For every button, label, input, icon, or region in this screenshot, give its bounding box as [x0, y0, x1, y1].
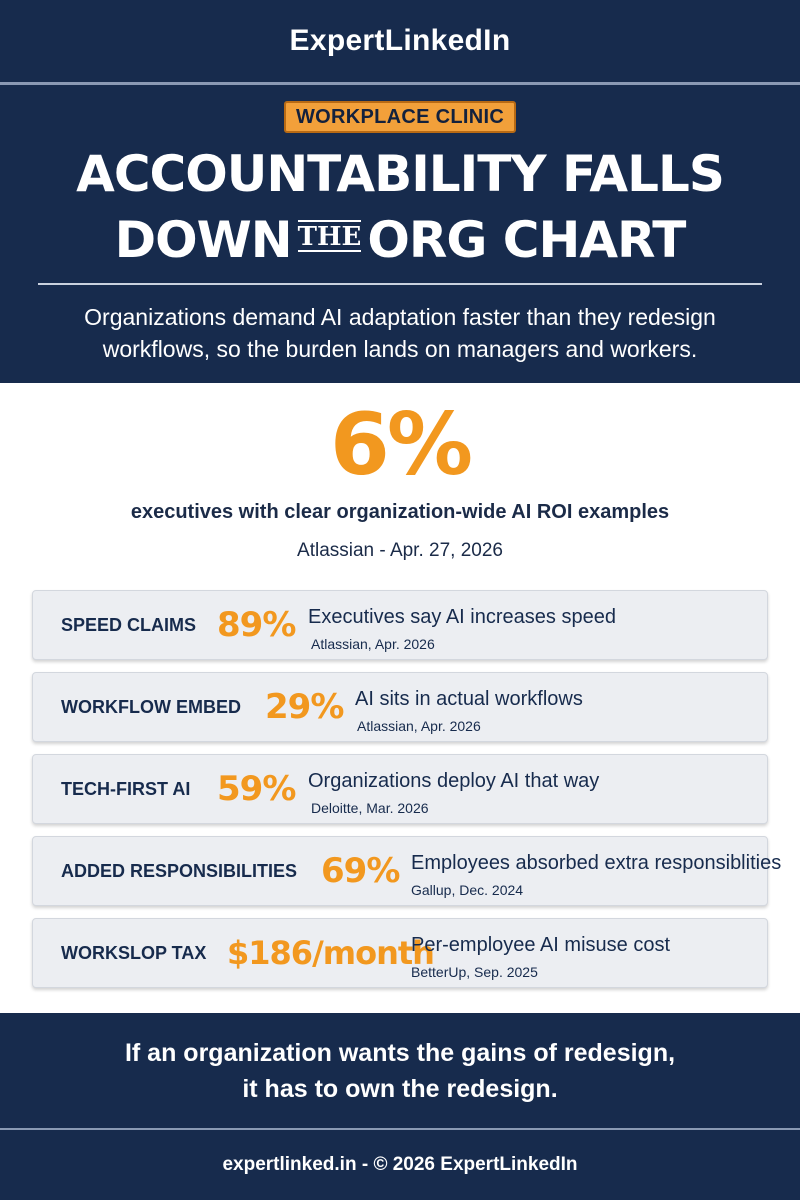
stat-description: Executives say AI increases speed	[308, 606, 616, 628]
stat-source: BetterUp, Sep. 2025	[411, 964, 538, 980]
stat-list: SPEED CLAIMS 89% Executives say AI incre…	[32, 590, 781, 1000]
stat-description: Employees absorbed extra responsiblities	[411, 852, 782, 874]
stat-label: ADDED RESPONSIBILITIES	[61, 860, 298, 881]
stat-description: AI sits in actual workflows	[355, 688, 583, 710]
hero-divider	[38, 283, 762, 285]
hero-section: WORKPLACE CLINIC ACCOUNTABILITY FALLS DO…	[0, 85, 800, 383]
stat-value: 89%	[217, 605, 296, 645]
stat-label: WORKFLOW EMBED	[61, 696, 241, 717]
stat-row-workslop-tax: WORKSLOP TAX $186/month Per-employee AI …	[32, 918, 768, 988]
footer-divider	[0, 1128, 800, 1130]
key-stat-value: 6%	[329, 395, 473, 495]
stat-value: 69%	[321, 851, 400, 891]
stat-value: 59%	[217, 769, 296, 809]
footer: expertlinked.in - © 2026 ExpertLinkedIn	[0, 1130, 800, 1200]
stat-source: Deloitte, Mar. 2026	[311, 800, 429, 816]
conclusion-line-2: it has to own the redesign.	[242, 1074, 558, 1103]
headline: ACCOUNTABILITY FALLS DOWN THE ORG CHART	[0, 141, 800, 273]
stat-description: Organizations deploy AI that way	[308, 770, 600, 792]
key-stat: 6% executives with clear organization-wi…	[0, 395, 800, 562]
subheadline-line-2: workflows, so the burden lands on manage…	[102, 336, 698, 362]
headline-line-2: DOWN THE ORG CHART	[0, 207, 800, 273]
stat-source: Atlassian, Apr. 2026	[311, 636, 435, 652]
category-badge: WORKPLACE CLINIC	[284, 101, 516, 133]
subheadline-line-1: Organizations demand AI adaptation faste…	[84, 304, 716, 330]
stat-row-speed-claims: SPEED CLAIMS 89% Executives say AI incre…	[32, 590, 768, 660]
headline-word-the: THE	[297, 220, 362, 252]
stat-source: Atlassian, Apr. 2026	[357, 718, 481, 734]
stat-value: $186/month	[227, 934, 435, 972]
conclusion-text: If an organization wants the gains of re…	[125, 1035, 675, 1107]
stat-row-added-responsibilities: ADDED RESPONSIBILITIES 69% Employees abs…	[32, 836, 781, 906]
subheadline: Organizations demand AI adaptation faste…	[0, 301, 800, 365]
conclusion-banner: If an organization wants the gains of re…	[0, 1013, 800, 1128]
key-stat-source: Atlassian - Apr. 27, 2026	[297, 540, 503, 561]
stat-row-workflow-embed: WORKFLOW EMBED 29% AI sits in actual wor…	[32, 672, 768, 742]
brand-name: ExpertLinkedIn	[289, 24, 511, 57]
stat-label: SPEED CLAIMS	[61, 614, 197, 635]
stat-label: WORKSLOP TAX	[61, 942, 207, 963]
stat-source: Gallup, Dec. 2024	[411, 882, 524, 898]
footer-text: expertlinked.in - © 2026 ExpertLinkedIn	[222, 1154, 578, 1175]
stat-row-tech-first-ai: TECH-FIRST AI 59% Organizations deploy A…	[32, 754, 768, 824]
header-divider	[0, 82, 800, 85]
headline-word-org-chart: ORG CHART	[367, 211, 686, 269]
brand-header: ExpertLinkedIn	[0, 0, 800, 82]
stat-label: TECH-FIRST AI	[61, 778, 191, 799]
stat-description: Per-employee AI misuse cost	[411, 934, 670, 956]
conclusion-line-1: If an organization wants the gains of re…	[124, 1038, 676, 1067]
stat-value: 29%	[265, 687, 344, 727]
headline-word-down: DOWN	[114, 211, 293, 269]
headline-line-1: ACCOUNTABILITY FALLS	[76, 145, 725, 203]
key-stat-label: executives with clear organization-wide …	[130, 501, 670, 523]
